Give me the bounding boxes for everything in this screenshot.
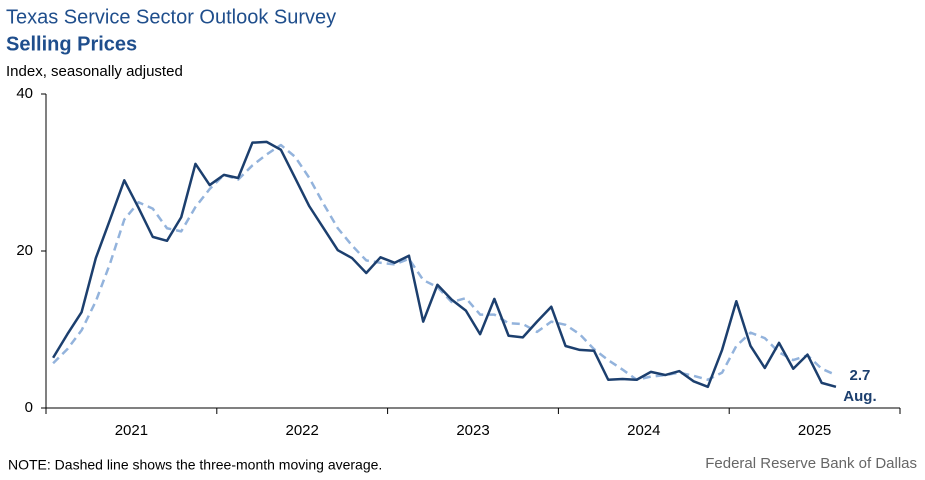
series-line xyxy=(52,140,837,389)
x-tick-label: 2024 xyxy=(627,422,660,439)
y-tick-label: 0 xyxy=(25,399,33,416)
x-tick-label: 2022 xyxy=(286,422,319,439)
chart-title: Texas Service Sector Outlook Survey xyxy=(6,6,336,28)
x-tick-label: 2025 xyxy=(798,422,831,439)
last-date-label: Aug. xyxy=(843,388,876,405)
y-tick-label: 20 xyxy=(16,242,33,259)
source: Federal Reserve Bank of Dallas xyxy=(705,455,917,472)
chart-subtitle: Selling Prices xyxy=(6,33,137,55)
y-tick-label: 40 xyxy=(16,85,33,102)
moving-average-line xyxy=(52,143,837,381)
last-value-label: 2.7 xyxy=(850,367,871,384)
note: NOTE: Dashed line shows the three-month … xyxy=(8,457,382,473)
x-tick-label: 2021 xyxy=(115,422,148,439)
y-axis-label: Index, seasonally adjusted xyxy=(6,63,183,80)
x-tick-label: 2023 xyxy=(456,422,489,439)
